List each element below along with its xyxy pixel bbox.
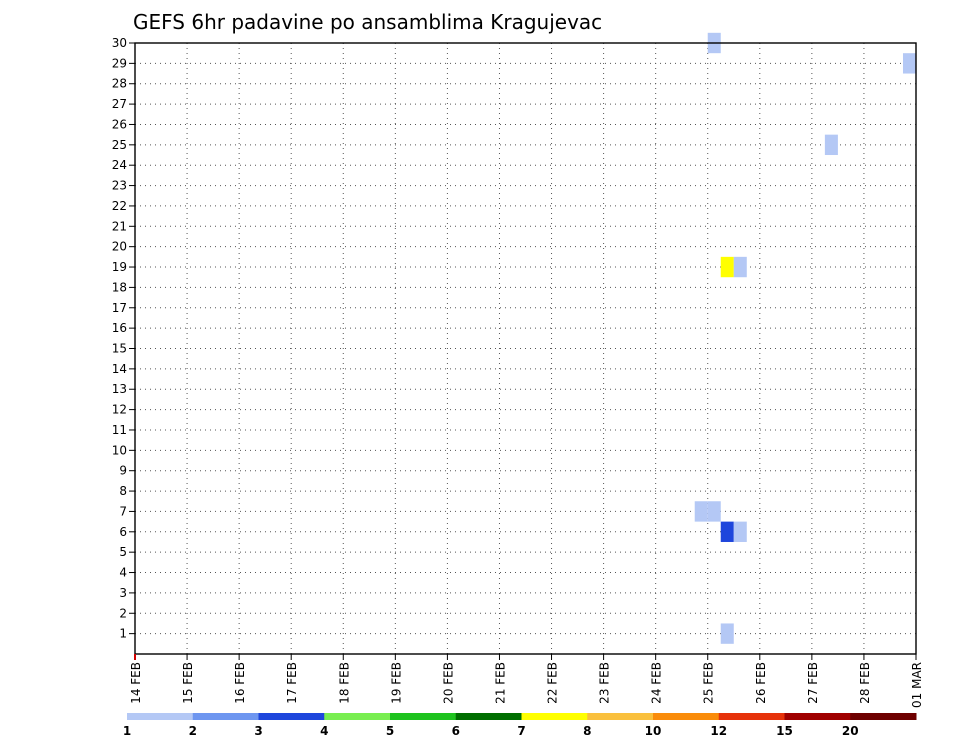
legend-threshold-label: 15 bbox=[776, 724, 793, 738]
legend-threshold-label: 12 bbox=[710, 724, 727, 738]
y-tick-label: 2 bbox=[119, 606, 127, 620]
x-tick-label: 21 FEB bbox=[493, 662, 507, 704]
y-tick-label: 29 bbox=[112, 56, 127, 70]
y-tick-label: 11 bbox=[112, 423, 127, 437]
x-tick-label: 01 MAR bbox=[910, 662, 924, 708]
heatmap-cell bbox=[733, 256, 747, 278]
y-tick-label: 27 bbox=[112, 97, 127, 111]
y-tick-label: 17 bbox=[112, 301, 127, 315]
y-tick-label: 18 bbox=[112, 280, 127, 294]
y-tick-label: 21 bbox=[112, 219, 127, 233]
heatmap-cell bbox=[694, 501, 708, 522]
color-legend: 1 2 3 4 5 6 7 8 10 12 15 20 bbox=[123, 713, 917, 738]
y-tick-label: 23 bbox=[112, 179, 127, 193]
x-tick-label: 22 FEB bbox=[546, 662, 560, 704]
legend-color-segment bbox=[258, 713, 325, 720]
x-tick-label: 28 FEB bbox=[858, 662, 872, 704]
legend-threshold-label: 6 bbox=[452, 724, 460, 738]
legend-color-segment bbox=[718, 713, 785, 720]
heatmap-cell bbox=[824, 134, 838, 156]
legend-threshold-label: 7 bbox=[517, 724, 525, 738]
y-tick-label: 15 bbox=[112, 342, 127, 356]
legend-color-segment bbox=[521, 713, 588, 720]
chart-title: GEFS 6hr padavine po ansamblima Kragujev… bbox=[133, 10, 602, 34]
legend-color-segment bbox=[390, 713, 457, 720]
x-axis-ticks: 14 FEB 15 FEB 16 FEB 17 FEB 18 FEB 19 FEB 20 F… bbox=[129, 654, 924, 708]
x-tick-label: 16 FEB bbox=[233, 662, 247, 704]
y-tick-label: 10 bbox=[112, 443, 127, 457]
y-tick-label: 20 bbox=[112, 240, 127, 254]
y-tick-label: 24 bbox=[112, 158, 127, 172]
x-tick-label: 23 FEB bbox=[598, 662, 612, 704]
y-axis-ticks: 1234567891011121314151617181920212223242… bbox=[112, 36, 135, 641]
y-tick-label: 16 bbox=[112, 321, 127, 335]
heatmap-cell bbox=[720, 623, 734, 644]
legend-threshold-label: 2 bbox=[189, 724, 197, 738]
legend-color-segment bbox=[324, 713, 391, 720]
x-tick-label: 18 FEB bbox=[337, 662, 351, 704]
y-tick-label: 19 bbox=[112, 260, 127, 274]
y-tick-label: 9 bbox=[119, 464, 127, 478]
y-tick-label: 5 bbox=[119, 545, 127, 559]
x-tick-label: 14 FEB bbox=[129, 662, 143, 704]
gridlines bbox=[135, 43, 916, 654]
heatmap-cell bbox=[720, 521, 734, 542]
y-tick-label: 30 bbox=[112, 36, 127, 50]
legend-threshold-label: 1 bbox=[123, 724, 131, 738]
legend-threshold-label: 8 bbox=[583, 724, 591, 738]
y-tick-label: 8 bbox=[119, 484, 127, 498]
y-tick-label: 3 bbox=[119, 586, 127, 600]
y-tick-label: 4 bbox=[119, 566, 127, 580]
legend-threshold-label: 4 bbox=[320, 724, 328, 738]
y-tick-label: 1 bbox=[119, 627, 127, 641]
legend-color-segment bbox=[850, 713, 917, 720]
legend-threshold-label: 3 bbox=[254, 724, 262, 738]
x-tick-label: 24 FEB bbox=[650, 662, 664, 704]
legend-color-segment bbox=[127, 713, 194, 720]
y-tick-label: 6 bbox=[119, 525, 127, 539]
heatmap-cell bbox=[720, 256, 734, 278]
x-tick-label: 27 FEB bbox=[806, 662, 820, 704]
x-tick-label: 20 FEB bbox=[441, 662, 455, 704]
y-tick-label: 12 bbox=[112, 403, 127, 417]
heatmap-cell bbox=[707, 501, 721, 522]
legend-color-segment bbox=[192, 713, 259, 720]
heatmap-cell bbox=[902, 53, 916, 74]
legend-threshold-label: 20 bbox=[842, 724, 859, 738]
y-tick-label: 7 bbox=[119, 504, 127, 518]
y-tick-label: 22 bbox=[112, 199, 127, 213]
y-tick-label: 13 bbox=[112, 382, 127, 396]
legend-threshold-label: 10 bbox=[645, 724, 662, 738]
x-tick-label: 26 FEB bbox=[754, 662, 768, 704]
y-tick-label: 26 bbox=[112, 117, 127, 131]
heatmap-cell bbox=[733, 521, 747, 542]
y-tick-label: 14 bbox=[112, 362, 127, 376]
legend-color-segment bbox=[587, 713, 654, 720]
x-tick-label: 19 FEB bbox=[389, 662, 403, 704]
x-tick-label: 25 FEB bbox=[702, 662, 716, 704]
legend-threshold-label: 5 bbox=[386, 724, 394, 738]
legend-color-segment bbox=[653, 713, 720, 720]
y-tick-label: 28 bbox=[112, 77, 127, 91]
x-tick-label: 15 FEB bbox=[181, 662, 195, 704]
legend-color-segment bbox=[455, 713, 522, 720]
heatmap-cells bbox=[694, 32, 916, 644]
y-tick-label: 25 bbox=[112, 138, 127, 152]
legend-color-segment bbox=[784, 713, 851, 720]
x-tick-label: 17 FEB bbox=[285, 662, 299, 704]
